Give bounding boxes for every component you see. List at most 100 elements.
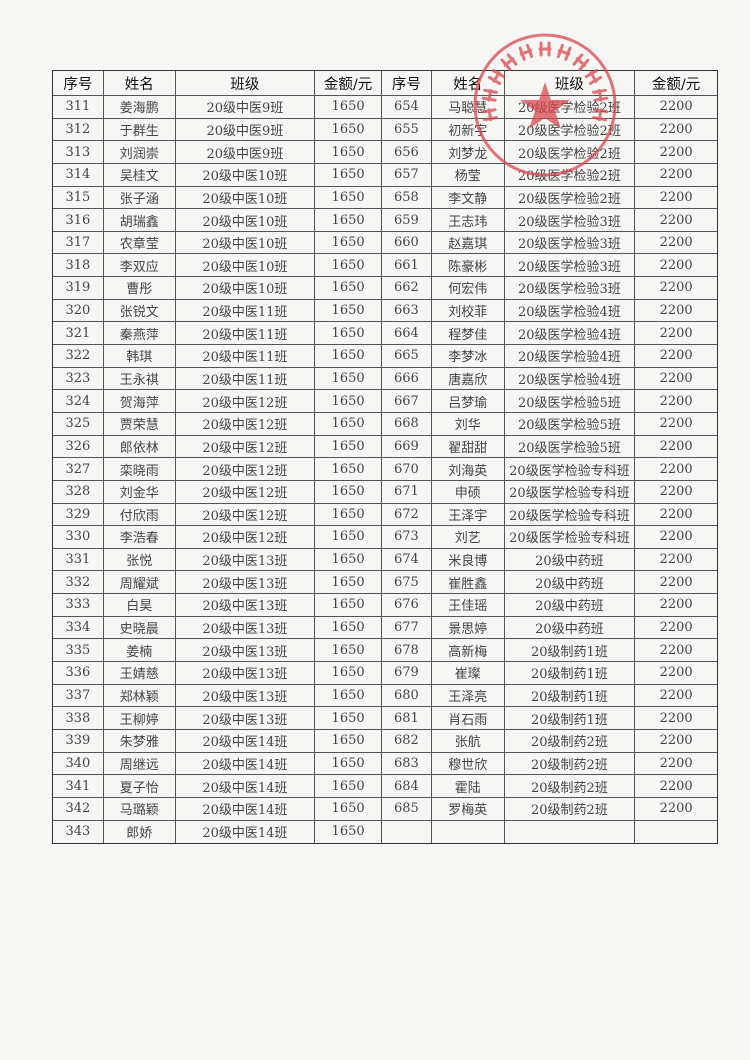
cell-name: 韩琪 [104, 345, 176, 367]
cell-amount: 1650 [315, 277, 382, 299]
cell-seq: 328 [53, 480, 104, 503]
cell-amount: 1650 [315, 820, 382, 844]
cell-seq: 680 [382, 684, 432, 707]
cell-seq: 320 [53, 299, 104, 322]
cell-class: 20级中药班 [505, 594, 636, 616]
cell-name: 李文静 [432, 186, 505, 209]
cell-amount: 2200 [659, 371, 693, 386]
cell-class: 20级中医13班 [176, 571, 316, 594]
cell-name: 吕梦瑜 [432, 390, 505, 412]
cell-class: 20级中医12班 [176, 390, 316, 412]
cell-class [505, 820, 636, 844]
cell-class: 20级制药2班 [505, 797, 636, 820]
cell-seq: 325 [53, 412, 104, 435]
cell-amount: 1650 [315, 480, 382, 503]
header-seq: 序号 [382, 71, 432, 95]
cell-name: 刘梦龙 [432, 141, 505, 163]
cell-seq: 341 [53, 775, 104, 797]
table-row: 325 贾荣慧 20级中医12班 1650 668 刘华 20级医学检验5班 2200 [53, 412, 717, 436]
cell-class: 20级中医13班 [176, 594, 316, 616]
cell-class: 20级中药班 [505, 571, 636, 594]
cell-seq: 311 [53, 96, 104, 118]
cell-seq: 663 [382, 299, 432, 322]
cell-seq: 332 [53, 571, 104, 594]
cell-amount: 2200 [659, 167, 693, 183]
scholarship-table: 序号 姓名 班级 金额/元 序号 姓名 班级 金额/元 311 姜海鹏 20级中医9班 1650 654… [52, 70, 718, 845]
cell-seq: 675 [382, 571, 432, 594]
cell-amount: 1650 [315, 707, 382, 729]
cell-name: 王志玮 [432, 209, 505, 231]
cell-amount: 1650 [315, 345, 382, 367]
cell-name: 郎依林 [104, 435, 176, 458]
cell-amount: 2200 [659, 778, 693, 794]
table-row: 323 王永祺 20级中医11班 1650 666 唐嘉欣 20级医学检验4班 2200 [53, 367, 717, 391]
cell-name: 李双应 [104, 254, 176, 277]
cell-seq: 656 [382, 141, 432, 163]
cell-seq: 662 [382, 277, 432, 299]
cell-name: 史晓晨 [104, 616, 176, 639]
cell-name: 贺海萍 [104, 390, 176, 412]
cell-amount: 1650 [315, 209, 382, 231]
cell-class: 20级中医9班 [176, 141, 316, 163]
cell-amount: 2200 [659, 801, 693, 817]
cell-class: 20级中医13班 [176, 684, 316, 707]
table-row: 311 姜海鹏 20级中医9班 1650 654 马聪慧 20级医学检验2班 2200 [53, 96, 717, 119]
cell-class: 20级医学检验专科班 [505, 480, 636, 503]
cell-amount: 1650 [315, 729, 382, 752]
header-seq: 序号 [53, 71, 104, 95]
seal-glyph-mark [575, 57, 587, 67]
cell-class: 20级医学检验4班 [505, 345, 636, 367]
cell-amount: 2200 [659, 710, 693, 726]
cell-amount: 1650 [315, 254, 382, 277]
cell-class: 20级医学检验2班 [505, 96, 636, 118]
cell-amount: 2200 [659, 461, 693, 477]
cell-class: 20级中医11班 [176, 367, 316, 390]
cell-name: 夏子怡 [104, 775, 176, 797]
cell-amount: 2200 [659, 189, 693, 205]
table-row: 342 马璐颖 20级中医14班 1650 685 罗梅英 20级制药2班 2200 [53, 797, 717, 821]
cell-seq: 672 [382, 503, 432, 526]
cell-amount: 2200 [659, 597, 693, 613]
seal-glyph-mark [572, 53, 584, 66]
cell-class: 20级制药1班 [505, 684, 636, 707]
cell-class: 20级中医14班 [176, 775, 316, 797]
cell-class: 20级中医10班 [176, 231, 316, 254]
cell-seq: 321 [53, 322, 104, 345]
cell-amount: 2200 [659, 144, 693, 160]
cell-name: 崔璨 [432, 662, 505, 684]
cell-class: 20级制药1班 [505, 707, 636, 729]
cell-amount: 2200 [659, 280, 693, 296]
cell-seq [382, 820, 432, 844]
cell-amount: 1650 [315, 322, 382, 345]
cell-class: 20级医学检验5班 [505, 435, 636, 458]
seal-glyph-mark [564, 46, 572, 61]
cell-amount: 2200 [659, 665, 693, 681]
cell-class: 20级中医14班 [176, 752, 316, 775]
cell-class: 20级医学检验4班 [505, 367, 636, 390]
cell-amount: 1650 [315, 163, 382, 186]
table-row: 324 贺海萍 20级中医12班 1650 667 吕梦瑜 20级医学检验5班 2200 [53, 390, 717, 413]
cell-name: 陈豪彬 [432, 254, 505, 277]
table-row: 327 栾晓雨 20级中医12班 1650 670 刘海英 20级医学检验专科班 2200 [53, 458, 717, 481]
cell-amount: 1650 [315, 526, 382, 548]
cell-seq: 671 [382, 480, 432, 503]
cell-seq: 329 [53, 503, 104, 526]
cell-name: 张锐文 [104, 299, 176, 322]
cell-amount: 1650 [315, 639, 382, 662]
cell-class: 20级中医10班 [176, 277, 316, 299]
cell-seq: 654 [382, 96, 432, 118]
cell-seq: 327 [53, 458, 104, 480]
cell-name: 张子涵 [104, 186, 176, 209]
cell-name: 杨莹 [432, 163, 505, 186]
cell-class: 20级中医11班 [176, 322, 316, 345]
seal-glyph-mark [518, 46, 526, 61]
cell-class: 20级中医14班 [176, 820, 316, 844]
cell-amount: 2200 [659, 755, 693, 771]
cell-amount: 2200 [659, 325, 693, 341]
cell-amount: 2200 [659, 506, 693, 522]
cell-name: 农章莹 [104, 231, 176, 254]
cell-amount: 2200 [659, 574, 693, 590]
cell-amount: 1650 [315, 775, 382, 797]
cell-class: 20级中医11班 [176, 345, 316, 367]
cell-seq: 318 [53, 254, 104, 277]
